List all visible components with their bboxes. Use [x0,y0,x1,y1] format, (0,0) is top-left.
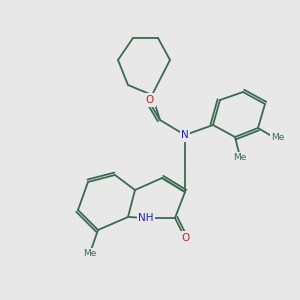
Text: Me: Me [83,248,97,257]
Text: O: O [181,233,189,243]
Text: N: N [181,130,189,140]
Text: O: O [146,95,154,105]
Text: Me: Me [271,134,285,142]
Text: NH: NH [138,213,154,223]
Text: Me: Me [233,152,247,161]
